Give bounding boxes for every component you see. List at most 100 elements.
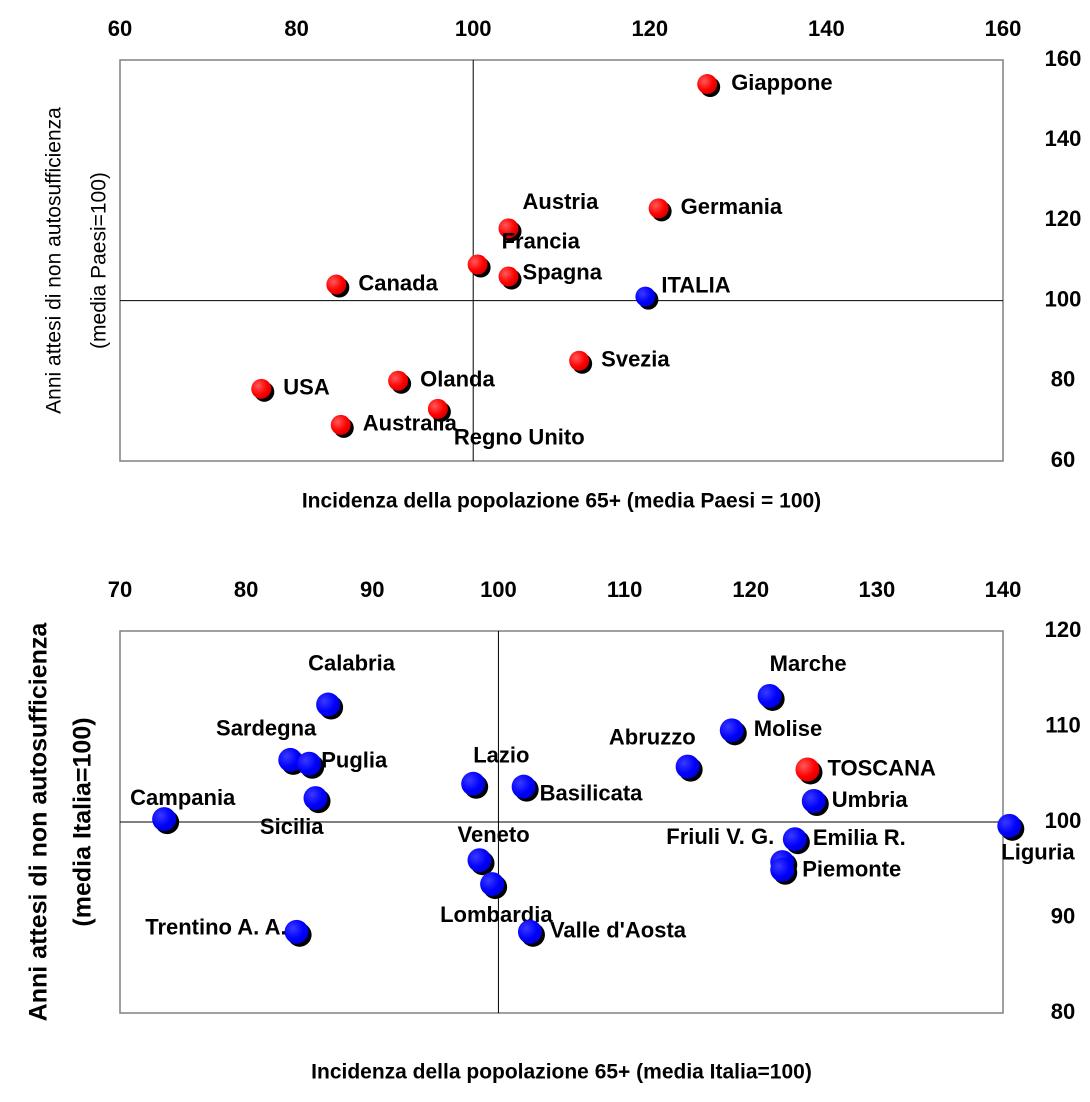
data-point-austria: Austria	[498, 189, 600, 242]
data-point-trentino-a-a: Trentino A. A.	[145, 915, 312, 947]
y-tick-label: 120	[1045, 617, 1082, 642]
marker	[467, 254, 488, 275]
marker	[427, 398, 448, 419]
point-label: ITALIA	[661, 272, 730, 297]
x-tick-label: 130	[858, 577, 895, 602]
marker	[284, 919, 309, 944]
marker	[511, 774, 536, 799]
x-tick-label: 160	[985, 16, 1022, 41]
point-label: Canada	[358, 270, 438, 295]
point-label: Svezia	[601, 347, 670, 372]
point-label: Molise	[754, 716, 822, 741]
point-label: Sicilia	[260, 814, 324, 839]
x-tick-label: 90	[360, 577, 384, 602]
x-tick-label: 120	[732, 577, 769, 602]
data-point-liguria: Liguria	[997, 813, 1075, 865]
data-point-veneto: Veneto	[458, 822, 530, 876]
x-tick-label: 120	[631, 16, 668, 41]
x-tick-label: 100	[455, 16, 492, 41]
point-label: Puglia	[321, 748, 388, 773]
data-point-toscana: TOSCANA	[795, 755, 936, 785]
point-label: Lazio	[473, 743, 529, 768]
data-point-umbria: Umbria	[801, 787, 909, 816]
point-label: Campania	[130, 785, 236, 810]
marker	[316, 692, 341, 717]
data-point-svezia: Svezia	[569, 347, 670, 374]
marker	[461, 771, 486, 796]
y-tick-label: 100	[1045, 808, 1082, 833]
point-label: Friuli V. G.	[666, 824, 774, 849]
point-label: Austria	[523, 189, 600, 214]
data-point-italia: ITALIA	[635, 272, 731, 310]
y-tick-label: 110	[1045, 712, 1081, 737]
x-tick-label: 140	[985, 577, 1022, 602]
data-point-abruzzo: Abruzzo	[609, 724, 703, 782]
data-point-spagna: Spagna	[498, 259, 603, 290]
y-tick-label: 120	[1045, 206, 1082, 231]
x-tick-label: 70	[108, 577, 132, 602]
y-tick-label: 160	[1045, 46, 1082, 71]
marker	[770, 857, 795, 882]
marker	[330, 414, 351, 435]
point-label: Calabria	[308, 650, 396, 675]
y-tick-label: 80	[1051, 367, 1075, 392]
data-point-canada: Canada	[326, 270, 439, 298]
marker	[251, 378, 272, 399]
data-point-valle-d-aosta: Valle d'Aosta	[517, 918, 687, 947]
y-tick-label: 100	[1045, 286, 1082, 311]
data-point-molise: Molise	[719, 716, 822, 746]
point-label: Sardegna	[216, 716, 317, 741]
y-tick-label: 140	[1045, 126, 1082, 151]
marker	[467, 848, 492, 873]
marker	[498, 266, 519, 287]
y-axis-title-line: Anni attesi di non autosufficienza	[43, 107, 66, 414]
data-point-marche: Marche	[757, 651, 847, 711]
point-label: Liguria	[1001, 840, 1075, 865]
marker	[517, 919, 542, 944]
y-axis-title-line: Anni attesi di non autosufficienza	[25, 622, 53, 1022]
marker	[697, 74, 718, 95]
point-label: Umbria	[832, 787, 909, 812]
x-tick-label: 80	[284, 16, 308, 41]
point-label: TOSCANA	[827, 755, 935, 780]
data-point-basilicata: Basilicata	[511, 774, 643, 805]
marker	[795, 757, 820, 782]
marker	[480, 872, 505, 897]
marker	[782, 827, 807, 852]
marker	[648, 198, 669, 219]
point-label: Olanda	[420, 367, 495, 392]
point-label: Regno Unito	[454, 425, 585, 450]
x-axis-title: Incidenza della popolazione 65+ (media P…	[302, 490, 821, 513]
marker	[152, 807, 177, 832]
y-tick-label: 60	[1051, 447, 1075, 472]
point-label: Emilia R.	[813, 825, 906, 850]
point-label: Basilicata	[540, 780, 643, 805]
point-label: Valle d'Aosta	[550, 918, 687, 943]
data-point-campania: Campania	[130, 785, 236, 835]
x-tick-label: 60	[108, 16, 132, 41]
point-label: Piemonte	[802, 857, 901, 882]
marker	[801, 788, 826, 813]
marker	[498, 218, 519, 239]
y-tick-label: 80	[1051, 999, 1075, 1024]
marker	[757, 683, 782, 708]
data-point-regno-unito: Regno Unito	[427, 398, 585, 450]
x-axis-title: Incidenza della popolazione 65+ (media I…	[311, 1061, 812, 1084]
data-point-germania: Germania	[648, 194, 783, 222]
marker	[388, 370, 409, 391]
point-label: Spagna	[523, 259, 603, 284]
point-label: Giappone	[731, 70, 832, 95]
data-point-olanda: Olanda	[388, 367, 495, 394]
data-point-piemonte: Piemonte	[770, 857, 901, 885]
point-label: Germania	[681, 194, 783, 219]
marker	[719, 718, 744, 743]
marker	[675, 754, 700, 779]
x-tick-label: 80	[234, 577, 258, 602]
marker	[997, 813, 1022, 838]
point-label: Abruzzo	[609, 724, 696, 749]
marker	[569, 350, 590, 371]
data-point-francia: Francia	[467, 228, 581, 278]
data-point-usa: USA	[251, 375, 330, 402]
